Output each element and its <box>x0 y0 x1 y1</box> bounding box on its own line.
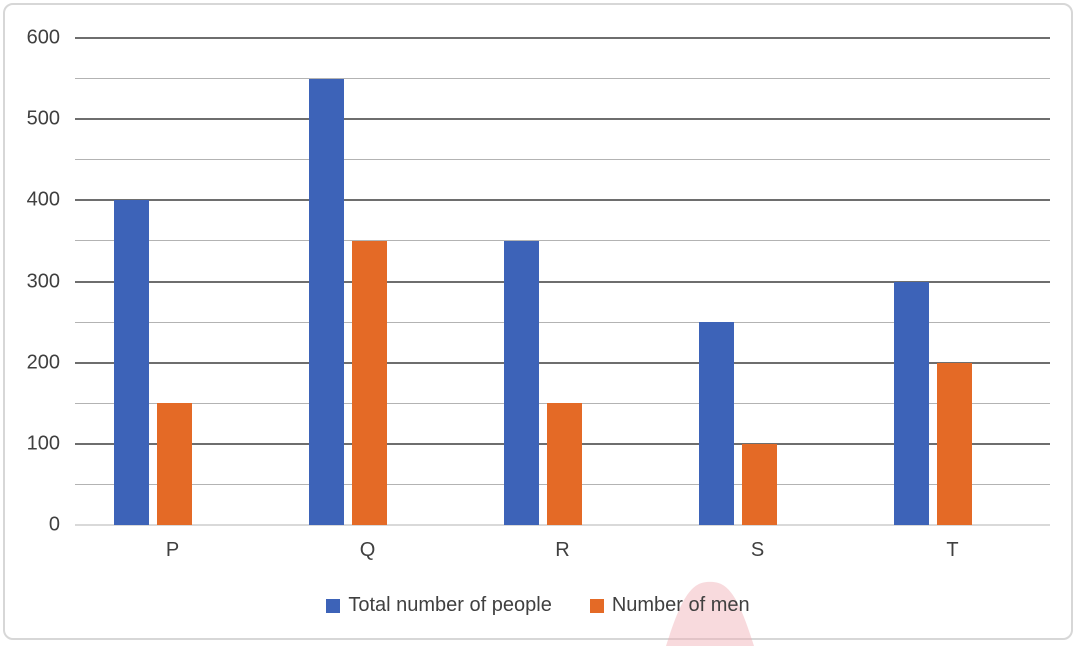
legend-item: Total number of people <box>326 594 552 617</box>
legend-swatch <box>589 598 604 613</box>
y-tick-label: 0 <box>48 513 60 536</box>
bar <box>308 78 344 525</box>
gridline <box>75 361 1050 364</box>
y-tick-label: 400 <box>26 188 60 211</box>
y-tick-label: 100 <box>26 432 60 455</box>
gridline <box>75 524 1050 526</box>
bar <box>113 200 149 525</box>
gridline <box>75 240 1050 242</box>
y-tick-label: 200 <box>26 351 60 374</box>
legend-item: Number of men <box>589 594 750 617</box>
x-tick-label: P <box>165 539 180 561</box>
bar <box>503 240 539 525</box>
x-tick-label: T <box>946 539 959 561</box>
x-tick-label: S <box>750 539 765 561</box>
chart-frame: 0 100 200 300 400 500 600 P Q R S T Total number o… <box>3 3 1073 640</box>
gridline <box>75 78 1050 80</box>
bar <box>936 362 972 525</box>
bar <box>698 322 734 525</box>
y-tick-label: 500 <box>26 107 60 130</box>
gridline <box>75 159 1050 161</box>
legend-label: Number of men <box>611 594 750 616</box>
gridline <box>75 199 1050 202</box>
x-tick-label: Q <box>359 539 376 561</box>
gridline <box>75 118 1050 121</box>
gridline <box>75 280 1050 283</box>
plot-area <box>75 37 1050 526</box>
y-tick-label: 300 <box>26 270 60 292</box>
gridline <box>75 321 1050 323</box>
bar <box>893 281 929 525</box>
bar <box>156 403 192 525</box>
bar <box>351 240 387 525</box>
gridline <box>75 37 1050 39</box>
bar <box>741 443 777 525</box>
legend-swatch <box>326 598 341 613</box>
bar <box>546 403 582 525</box>
x-tick-label: R <box>555 539 570 561</box>
legend-label: Total number of people <box>348 594 552 616</box>
legend: Total number of people Number of men <box>5 594 1071 617</box>
y-tick-label: 600 <box>26 26 60 49</box>
